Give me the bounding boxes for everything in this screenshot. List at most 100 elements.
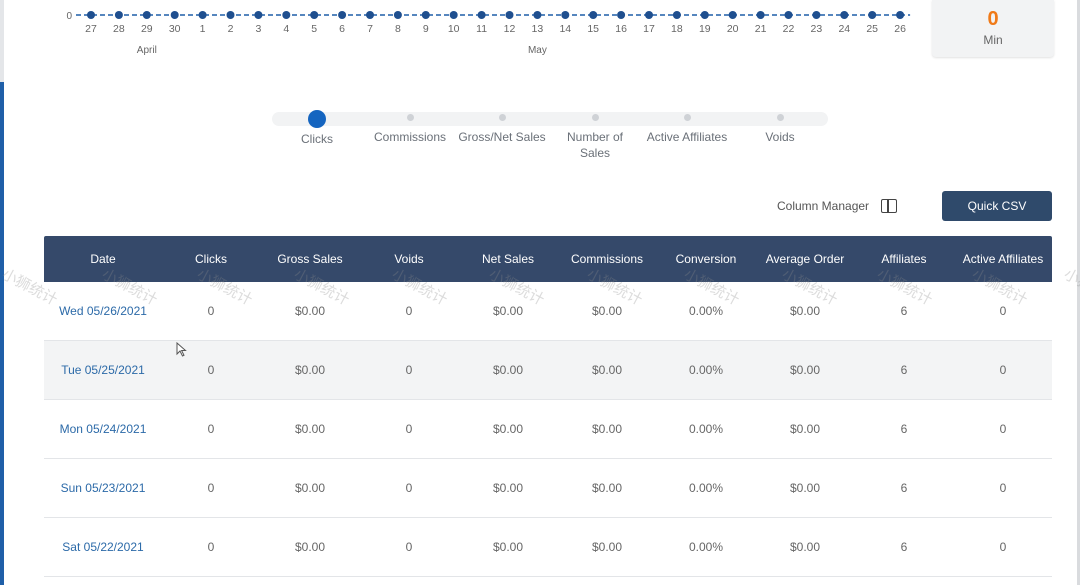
table-cell: $0.00 — [294, 304, 326, 318]
column-header[interactable]: Average Order — [765, 252, 845, 266]
x-tick-label: 21 — [755, 23, 767, 35]
date-link[interactable]: Sun 05/23/2021 — [60, 481, 146, 495]
data-point — [170, 11, 179, 19]
columns-icon — [881, 199, 898, 213]
metric-option[interactable]: Active Affiliates — [637, 110, 737, 145]
data-point — [226, 11, 235, 19]
column-header[interactable]: Voids — [394, 252, 424, 266]
x-tick-label: 18 — [671, 23, 683, 35]
table-body: Wed 05/26/2021 0 $0.00 0 $0.00 $0.00 0.00% $0.0… — [44, 282, 1052, 577]
month-label: April — [137, 45, 157, 56]
table-cell: $0.00 — [591, 540, 623, 554]
column-header[interactable]: Date — [90, 252, 116, 266]
date-link[interactable]: Sat 05/22/2021 — [62, 540, 144, 554]
x-tick-label: 8 — [395, 23, 401, 35]
metric-option[interactable]: Gross/Net Sales — [452, 110, 552, 145]
table-cell: $0.00 — [492, 540, 524, 554]
x-tick-label: 28 — [113, 23, 125, 35]
x-tick-label: 7 — [367, 23, 373, 35]
table-cell: 6 — [900, 540, 908, 554]
data-point — [589, 11, 598, 19]
metric-dot — [406, 114, 414, 121]
min-stat-card: 0 Min — [932, 0, 1054, 57]
table-cell: 0 — [207, 422, 215, 436]
data-point — [254, 11, 263, 19]
data-point — [366, 11, 374, 19]
table-cell: $0.00 — [294, 422, 326, 436]
column-header[interactable]: Gross Sales — [277, 252, 343, 266]
x-tick-label: 3 — [255, 23, 261, 35]
column-header[interactable]: Clicks — [195, 252, 227, 266]
metric-label: Voids — [765, 130, 795, 144]
table-row: Sun 05/23/2021 0 $0.00 0 $0.00 $0.00 0.00% $0.0… — [44, 459, 1052, 518]
data-point — [561, 11, 570, 19]
x-tick-label: 22 — [783, 23, 795, 35]
table-cell: 0 — [999, 540, 1007, 554]
x-tick-label: 29 — [141, 23, 153, 35]
table-row: Wed 05/26/2021 0 $0.00 0 $0.00 $0.00 0.00% $0.0… — [44, 282, 1052, 341]
date-link[interactable]: Tue 05/25/2021 — [61, 363, 145, 377]
metric-label: Active Affiliates — [646, 130, 728, 144]
column-header[interactable]: Active Affiliates — [962, 252, 1044, 266]
metric-option[interactable]: Commissions — [360, 110, 460, 145]
column-header[interactable]: Commissions — [570, 252, 643, 266]
data-point — [505, 11, 514, 19]
data-point — [87, 11, 95, 19]
table-cell: $0.00 — [591, 481, 623, 495]
table-cell: $0.00 — [492, 481, 524, 495]
quick-csv-button[interactable]: Quick CSV — [942, 191, 1052, 221]
table-cell: $0.00 — [789, 540, 821, 554]
table-cell: 0.00% — [688, 363, 724, 377]
table-cell: $0.00 — [591, 363, 623, 377]
table-header: Date Clicks Gross Sales Voids Net Sales Commi… — [44, 236, 1052, 282]
column-header[interactable]: Net Sales — [481, 252, 535, 266]
table-cell: 0 — [405, 363, 413, 377]
x-tick-label: 24 — [838, 23, 850, 35]
metric-option[interactable]: Number of Sales — [545, 110, 645, 161]
x-tick-label: 16 — [615, 23, 627, 35]
table-cell: 0 — [207, 540, 215, 554]
x-tick-label: 1 — [200, 23, 206, 35]
metric-dot — [776, 114, 784, 121]
data-point — [784, 11, 793, 19]
daily-stats-table: Date Clicks Gross Sales Voids Net Sales Commi… — [44, 236, 1052, 577]
table-cell: 0 — [999, 304, 1007, 318]
metric-option[interactable]: Clicks — [267, 110, 367, 147]
x-tick-label: 30 — [169, 23, 181, 35]
x-tick-label: 5 — [311, 23, 317, 35]
data-point — [282, 11, 291, 19]
table-cell: $0.00 — [492, 304, 524, 318]
data-point — [393, 11, 402, 19]
column-manager-button[interactable]: Column Manager — [777, 196, 898, 216]
data-point — [728, 11, 737, 19]
data-point — [421, 11, 430, 19]
table-cell: $0.00 — [789, 304, 821, 318]
right-scrollbar[interactable] — [1077, 0, 1080, 585]
table-cell: 0.00% — [688, 304, 724, 318]
min-value: 0 — [987, 8, 999, 30]
x-tick-label: 9 — [423, 23, 429, 35]
table-cell: $0.00 — [591, 304, 623, 318]
table-row: Sat 05/22/2021 0 $0.00 0 $0.00 $0.00 0.00% $0.0… — [44, 518, 1052, 577]
data-point — [812, 11, 821, 19]
data-point — [477, 11, 486, 19]
x-tick-label: 12 — [504, 23, 516, 35]
date-link[interactable]: Mon 05/24/2021 — [59, 422, 147, 436]
date-link[interactable]: Wed 05/26/2021 — [59, 304, 147, 318]
metric-dot — [498, 114, 506, 121]
table-cell: 0.00% — [688, 422, 724, 436]
left-rail-accent — [0, 82, 4, 585]
x-tick-label: 17 — [643, 23, 655, 35]
x-tick-label: 26 — [894, 23, 906, 35]
left-rail — [0, 0, 4, 585]
table-cell: 0 — [999, 363, 1007, 377]
metric-option[interactable]: Voids — [730, 110, 830, 145]
data-point — [533, 11, 542, 19]
table-row: Mon 05/24/2021 0 $0.00 0 $0.00 $0.00 0.00% $0.0… — [44, 400, 1052, 459]
column-header[interactable]: Conversion — [675, 252, 737, 266]
x-tick-label: 14 — [559, 23, 571, 35]
table-cell: 0 — [207, 363, 215, 377]
column-header[interactable]: Affiliates — [881, 252, 927, 266]
table-cell: $0.00 — [294, 363, 326, 377]
metric-label: Gross/Net Sales — [458, 130, 546, 144]
